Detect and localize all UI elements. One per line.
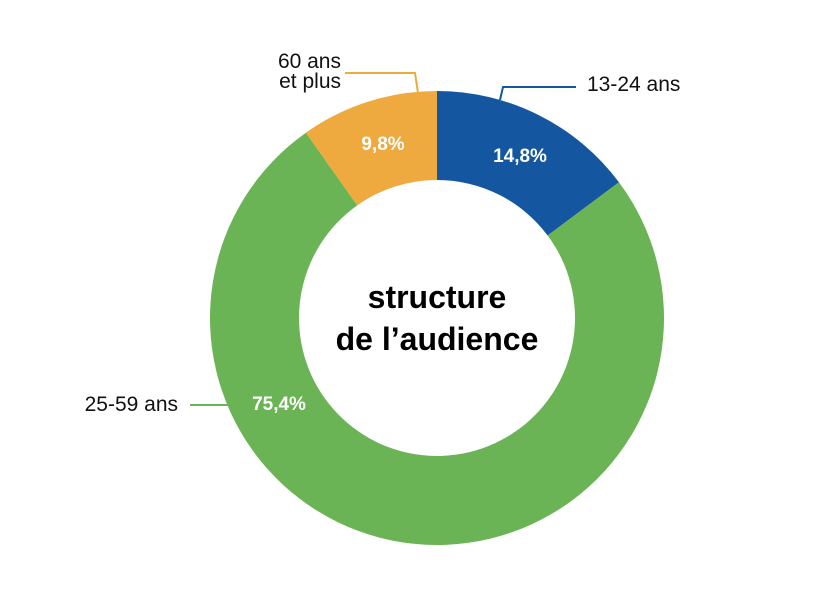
leader-line [499, 86, 576, 101]
chart-title: structure de l’audience [335, 279, 539, 357]
value-label: 9,8% [361, 134, 404, 155]
donut-slice [209, 132, 664, 546]
legend-label: 60 ans et plus [277, 50, 341, 93]
legend-label: 13-24 ans [587, 73, 681, 96]
value-label: 75,4% [252, 394, 306, 415]
value-label: 14,8% [493, 146, 547, 167]
legend-label: 25-59 ans [84, 393, 178, 416]
donut-slice [437, 91, 619, 236]
donut-slice [305, 91, 437, 206]
leader-line [345, 72, 419, 94]
